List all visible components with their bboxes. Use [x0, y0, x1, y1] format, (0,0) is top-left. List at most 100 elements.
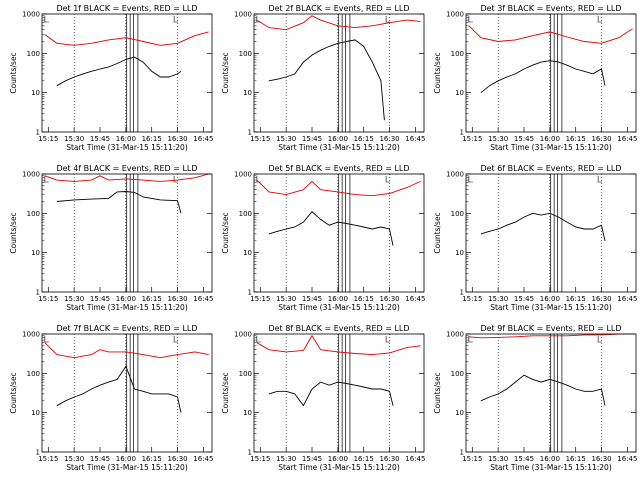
x-tick-label: 16:30 [591, 135, 611, 143]
y-axis-label: Counts/sec [221, 52, 230, 93]
chart-panel-4: Det 4f BLACK = Events, RED = LLD 1 10 100 10… [9, 164, 213, 312]
x-tick-label: 15:45 [90, 455, 110, 463]
x-tick-label: 15:15 [462, 135, 482, 143]
x-tick-label: 16:45 [193, 295, 213, 303]
series-lld [468, 333, 633, 339]
series-events [268, 211, 394, 246]
y-tick-label: 100 [27, 210, 40, 218]
y-tick-label: 10 [31, 249, 40, 257]
y-tick-label: 1 [248, 449, 252, 457]
y-axis-label: Counts/sec [9, 52, 18, 93]
x-tick-label: 16:00 [540, 455, 560, 463]
chart-title: Det 7f BLACK = Events, RED = LLD [56, 324, 197, 333]
x-tick-label: 16:30 [591, 295, 611, 303]
series-events [56, 56, 182, 87]
plot-frame [41, 13, 213, 133]
y-tick-label: 10 [243, 249, 252, 257]
series-events [480, 60, 606, 94]
bracket-mark [44, 16, 49, 23]
x-tick-label: 16:00 [116, 455, 136, 463]
series-lld [256, 334, 421, 356]
plot-frame [41, 333, 213, 453]
x-tick-label: 15:45 [90, 135, 110, 143]
x-tick-label: 16:30 [379, 455, 399, 463]
x-tick-label: 15:45 [302, 135, 322, 143]
x-tick-label: 15:15 [462, 455, 482, 463]
chart-panel-9: Det 9f BLACK = Events, RED = LLD 1 10 100 10… [433, 324, 637, 472]
x-tick-label: 16:00 [328, 295, 348, 303]
bracket-mark [256, 336, 261, 343]
x-tick-label: 15:15 [250, 295, 270, 303]
chart-title: Det 2f BLACK = Events, RED = LLD [268, 4, 409, 13]
x-tick-label: 16:15 [142, 295, 162, 303]
y-tick-label: 1 [460, 129, 464, 137]
x-axis-label: Start Time (31-Mar-15 15:11:20) [66, 143, 188, 152]
x-tick-label: 16:00 [116, 135, 136, 143]
series-events [480, 212, 606, 241]
y-tick-label: 100 [239, 50, 252, 58]
x-tick-label: 15:30 [488, 135, 508, 143]
x-tick-label: 16:45 [193, 135, 213, 143]
x-tick-label: 16:45 [405, 295, 425, 303]
chart-panel-8: Det 8f BLACK = Events, RED = LLD 1 10 100 10… [221, 324, 425, 472]
series-events [268, 39, 385, 121]
x-tick-label: 15:30 [276, 455, 296, 463]
bracket-mark [385, 16, 391, 23]
x-tick-label: 16:30 [167, 455, 187, 463]
chart-title: Det 8f BLACK = Events, RED = LLD [268, 324, 409, 333]
x-tick-label: 16:30 [379, 135, 399, 143]
chart-panel-2: Det 2f BLACK = Events, RED = LLD 1 10 100 10… [221, 4, 425, 152]
x-tick-label: 16:00 [540, 135, 560, 143]
chart-title: Det 9f BLACK = Events, RED = LLD [480, 324, 621, 333]
y-tick-label: 1 [460, 289, 464, 297]
x-tick-label: 16:45 [617, 135, 637, 143]
bracket-mark [173, 176, 179, 183]
bracket-mark [468, 176, 473, 183]
y-tick-label: 1000 [234, 171, 252, 179]
y-tick-label: 100 [27, 50, 40, 58]
x-tick-label: 16:00 [328, 455, 348, 463]
x-axis-label: Start Time (31-Mar-15 15:11:20) [490, 303, 612, 312]
y-axis-label: Counts/sec [9, 372, 18, 413]
plot-frame [253, 333, 425, 453]
x-tick-label: 15:30 [64, 295, 84, 303]
bracket-mark [385, 336, 391, 343]
y-tick-label: 100 [27, 370, 40, 378]
x-axis-label: Start Time (31-Mar-15 15:11:20) [66, 303, 188, 312]
x-axis-label: Start Time (31-Mar-15 15:11:20) [278, 463, 400, 472]
chart-panel-3: Det 3f BLACK = Events, RED = LLD 1 10 100 10… [433, 4, 637, 152]
bracket-mark [173, 16, 179, 23]
x-tick-label: 16:45 [405, 135, 425, 143]
x-tick-label: 16:15 [566, 455, 586, 463]
bracket-mark [44, 336, 49, 343]
x-tick-label: 16:15 [142, 455, 162, 463]
x-tick-label: 16:30 [591, 455, 611, 463]
x-tick-label: 16:15 [566, 135, 586, 143]
y-tick-label: 1 [248, 289, 252, 297]
series-lld [44, 342, 209, 359]
y-tick-label: 1000 [446, 11, 464, 19]
x-tick-label: 16:15 [142, 135, 162, 143]
chart-panel-6: Det 6f BLACK = Events, RED = LLD 1 10 100 10… [433, 164, 637, 312]
x-tick-label: 16:45 [617, 455, 637, 463]
plot-frame [41, 173, 213, 293]
x-tick-label: 15:15 [38, 135, 58, 143]
y-tick-label: 1000 [446, 331, 464, 339]
y-tick-label: 1 [36, 129, 40, 137]
x-tick-label: 16:15 [354, 455, 374, 463]
y-tick-label: 100 [451, 370, 464, 378]
y-axis-label: Counts/sec [433, 52, 442, 93]
x-tick-label: 16:15 [354, 135, 374, 143]
x-tick-label: 15:15 [462, 295, 482, 303]
x-tick-label: 15:15 [250, 135, 270, 143]
x-tick-label: 16:15 [354, 295, 374, 303]
y-tick-label: 10 [243, 89, 252, 97]
series-lld [44, 173, 209, 182]
x-axis-label: Start Time (31-Mar-15 15:11:20) [66, 463, 188, 472]
plot-frame [253, 173, 425, 293]
y-tick-label: 10 [31, 89, 40, 97]
x-tick-label: 15:30 [276, 295, 296, 303]
x-tick-label: 16:00 [116, 295, 136, 303]
x-tick-label: 15:30 [64, 135, 84, 143]
